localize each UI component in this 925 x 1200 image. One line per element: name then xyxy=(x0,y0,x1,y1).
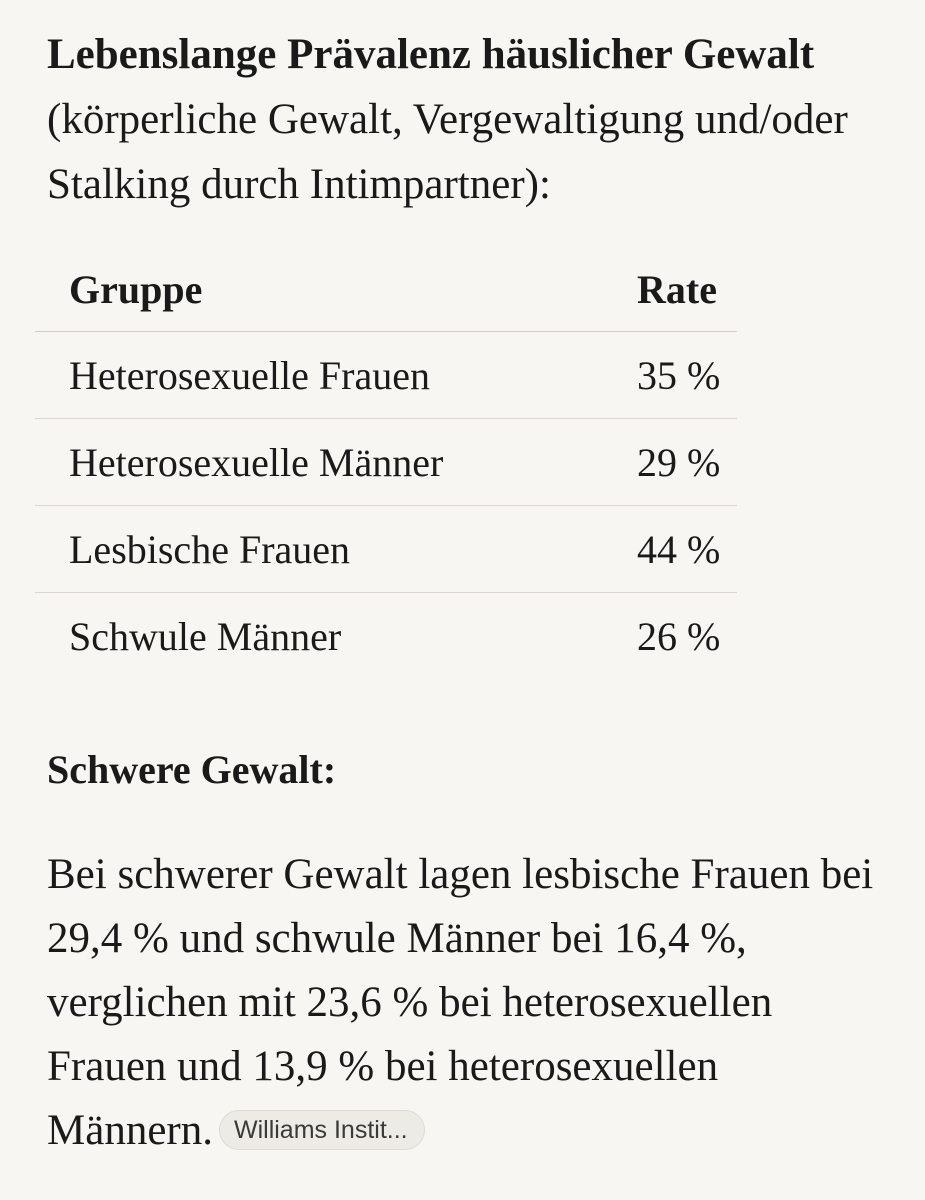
table-row: Lesbische Frauen 44 % xyxy=(35,505,737,593)
table-row: Heterosexuelle Frauen 35 % xyxy=(35,332,737,419)
column-header-group: Gruppe xyxy=(35,247,637,332)
column-header-rate: Rate xyxy=(637,247,737,332)
table-cell-group: Heterosexuelle Frauen xyxy=(69,352,430,398)
intro-rest-text: (körperliche Gewalt, Vergewaltigung und/… xyxy=(47,96,848,208)
table-cell-rate: 35 % xyxy=(637,352,721,398)
table-cell-rate: 44 % xyxy=(637,505,737,593)
table-row: Schwule Männer 26 % xyxy=(35,592,737,679)
intro-paragraph: Lebenslange Prävalenz häuslicher Gewalt … xyxy=(47,22,877,217)
severe-violence-heading: Schwere Gewalt: xyxy=(47,747,337,792)
intro-bold-text: Lebenslange Prävalenz häuslicher Gewalt xyxy=(47,31,815,78)
prevalence-table: Gruppe Rate Heterosexuelle Frauen 35 % H… xyxy=(35,247,737,679)
table-cell-rate: 26 % xyxy=(637,592,737,679)
severe-violence-text: Bei schwerer Gewalt lagen lesbische Frau… xyxy=(47,851,874,1154)
table-cell-group: Schwule Männer xyxy=(35,592,637,679)
table-cell-group: Heterosexuelle Männer xyxy=(35,418,637,506)
table-row: Heterosexuelle Männer 29 % xyxy=(35,418,737,506)
table-header-row: Gruppe Rate xyxy=(35,247,737,332)
severe-violence-paragraph: Bei schwerer Gewalt lagen lesbische Frau… xyxy=(47,843,877,1163)
article-content: Lebenslange Prävalenz häuslicher Gewalt … xyxy=(35,22,877,1163)
table-cell-rate: 29 % xyxy=(637,418,737,506)
citation-chip[interactable]: Williams Instit... xyxy=(218,1110,425,1150)
table-cell-group: Lesbische Frauen xyxy=(35,505,637,593)
